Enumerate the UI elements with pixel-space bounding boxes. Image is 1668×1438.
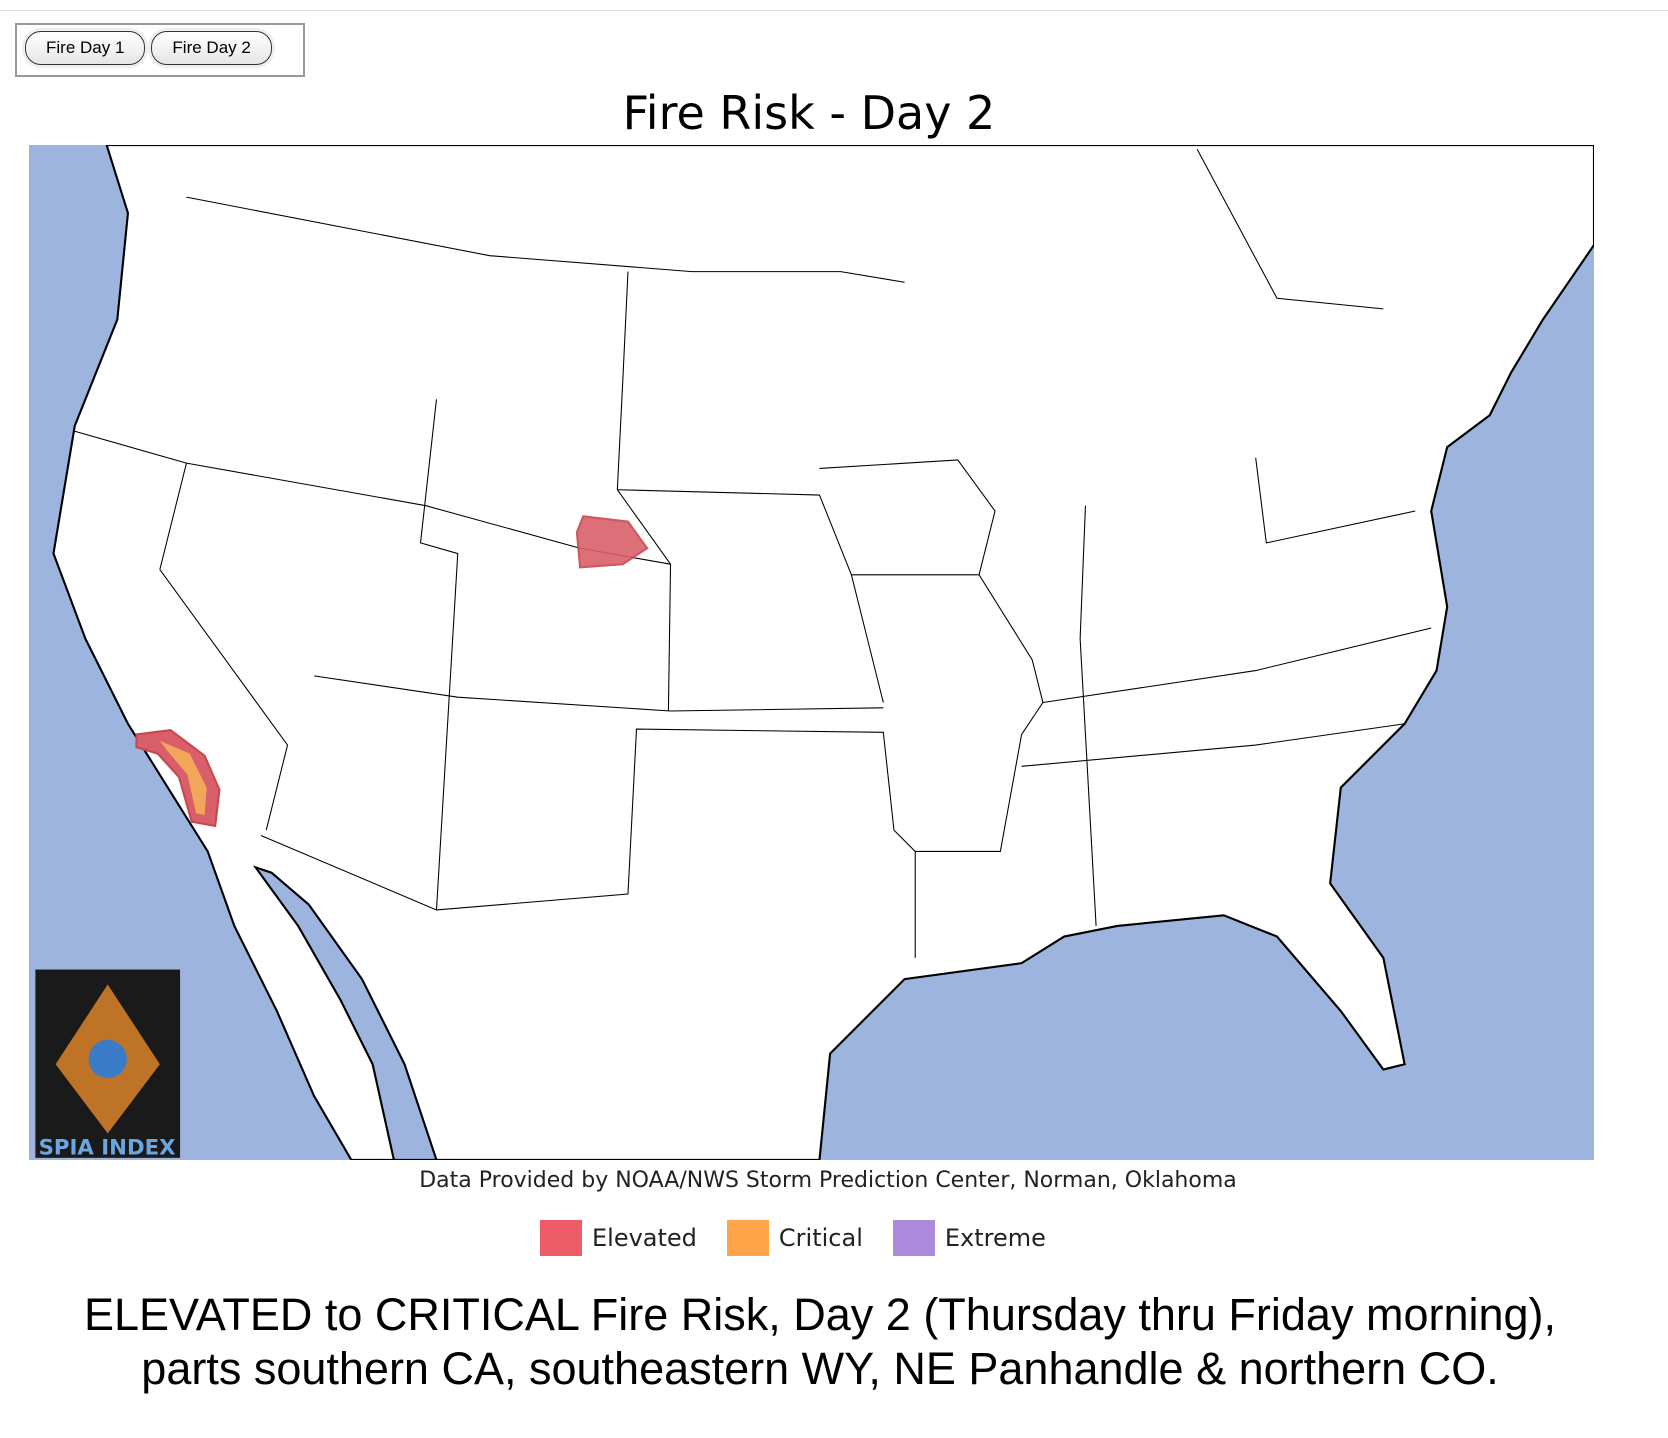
legend-item: Critical xyxy=(726,1220,863,1256)
land xyxy=(52,145,1594,1160)
day1-button[interactable]: Fire Day 1 xyxy=(25,31,146,65)
borders xyxy=(74,149,1432,958)
top-rule xyxy=(0,10,1668,11)
legend-label: Elevated xyxy=(592,1224,697,1252)
legend-label: Critical xyxy=(778,1224,863,1252)
legend-label: Extreme xyxy=(944,1224,1046,1252)
map: SPIA INDEX xyxy=(29,145,1594,1160)
elevated-area-wy-co xyxy=(575,515,649,569)
caption-line: parts southern CA, southeastern WY, NE P… xyxy=(141,1343,1499,1394)
caption-line: ELEVATED to CRITICAL Fire Risk, Day 2 (T… xyxy=(83,1289,1557,1340)
legend-swatch xyxy=(540,1220,582,1256)
logo-globe xyxy=(88,1039,127,1079)
logo-text: SPIA INDEX xyxy=(39,1136,176,1160)
credit: Data Provided by NOAA/NWS Storm Predicti… xyxy=(419,1168,1237,1193)
day2-button[interactable]: Fire Day 2 xyxy=(151,31,272,65)
legend-swatch xyxy=(726,1220,769,1256)
caption: ELEVATED to CRITICAL Fire Risk, Day 2 (T… xyxy=(0,1288,1640,1396)
legend-item: Extreme xyxy=(892,1220,1046,1256)
gulf-of-california xyxy=(252,865,438,1160)
button-bar: Fire Day 1 Fire Day 2 xyxy=(15,23,305,77)
legend-swatch xyxy=(892,1220,935,1256)
legend: Elevated Critical Extreme xyxy=(540,1220,1046,1256)
legend-item: Elevated xyxy=(540,1220,697,1256)
map-title: Fire Risk - Day 2 xyxy=(622,86,996,140)
critical-area-ca xyxy=(159,740,207,816)
